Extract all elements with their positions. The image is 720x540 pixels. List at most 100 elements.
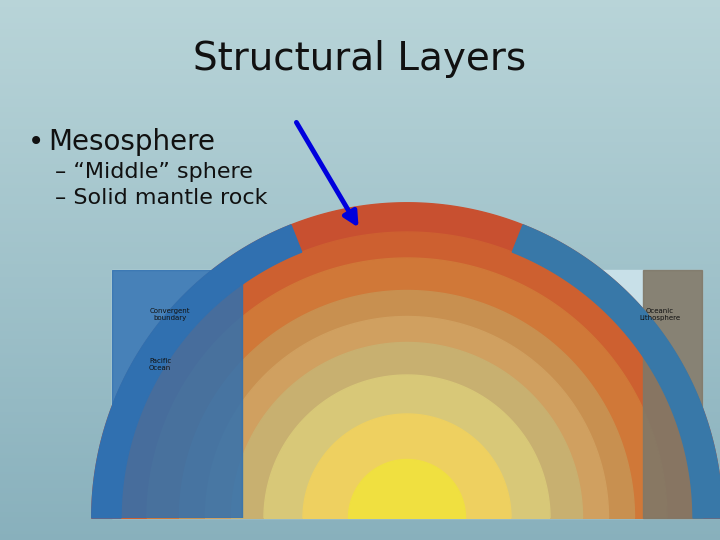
Bar — [0, 292, 720, 294]
Bar — [0, 313, 720, 316]
Bar — [0, 59, 720, 62]
Bar — [0, 170, 720, 173]
Bar — [0, 70, 720, 73]
Bar — [0, 402, 720, 405]
Bar — [0, 81, 720, 84]
Bar — [0, 491, 720, 494]
Bar — [0, 49, 720, 51]
Bar — [0, 456, 720, 459]
Polygon shape — [303, 414, 511, 518]
Bar — [0, 162, 720, 165]
Bar — [0, 497, 720, 500]
Bar — [0, 521, 720, 524]
Bar — [0, 400, 720, 402]
Bar — [0, 22, 720, 24]
Bar — [0, 394, 720, 397]
Bar — [0, 240, 720, 243]
Bar — [0, 383, 720, 386]
Bar — [0, 335, 720, 338]
Polygon shape — [91, 202, 720, 518]
Bar — [0, 518, 720, 521]
Bar — [0, 197, 720, 200]
Polygon shape — [264, 375, 550, 518]
Bar — [0, 146, 720, 148]
Bar — [0, 481, 720, 483]
Bar — [0, 27, 720, 30]
Bar — [0, 454, 720, 456]
Polygon shape — [91, 225, 302, 518]
Bar — [0, 486, 720, 489]
Bar — [0, 154, 720, 157]
Bar — [0, 308, 720, 310]
Bar — [0, 362, 720, 364]
Bar — [0, 413, 720, 416]
Bar — [0, 281, 720, 284]
Text: Pacific
Ocean: Pacific Ocean — [149, 358, 171, 371]
Bar — [0, 230, 720, 232]
Bar — [0, 208, 720, 211]
Bar — [0, 273, 720, 275]
Bar — [0, 462, 720, 464]
Bar — [0, 397, 720, 400]
Bar — [0, 200, 720, 202]
Bar — [0, 173, 720, 176]
Bar — [0, 284, 720, 286]
Bar — [0, 46, 720, 49]
Bar — [0, 378, 720, 381]
Bar — [0, 529, 720, 532]
Bar — [0, 386, 720, 389]
Bar — [0, 184, 720, 186]
Text: Oceanic
Lithosphere: Oceanic Lithosphere — [639, 308, 680, 321]
Bar — [0, 451, 720, 454]
Bar — [0, 68, 720, 70]
Bar — [0, 364, 720, 367]
Bar — [0, 343, 720, 346]
Bar — [0, 254, 720, 256]
Bar — [0, 524, 720, 526]
Bar — [112, 270, 242, 518]
Bar — [0, 176, 720, 178]
Bar — [0, 354, 720, 356]
Bar — [0, 505, 720, 508]
Polygon shape — [179, 291, 634, 518]
Text: Convergent
boundary: Convergent boundary — [150, 308, 190, 321]
Bar — [0, 327, 720, 329]
Bar — [0, 410, 720, 413]
Bar — [0, 275, 720, 278]
Bar — [0, 526, 720, 529]
Bar — [0, 405, 720, 408]
Bar — [0, 437, 720, 440]
Bar — [0, 138, 720, 140]
Bar — [0, 84, 720, 86]
Bar — [0, 259, 720, 262]
Bar — [0, 448, 720, 451]
Text: – Solid mantle rock: – Solid mantle rock — [55, 188, 268, 208]
Bar — [0, 459, 720, 462]
Bar — [0, 213, 720, 216]
Bar — [0, 100, 720, 103]
Bar — [0, 248, 720, 251]
Bar — [0, 76, 720, 78]
Bar — [0, 381, 720, 383]
Bar — [0, 238, 720, 240]
Bar — [0, 221, 720, 224]
Bar — [0, 348, 720, 351]
Polygon shape — [513, 225, 720, 518]
Bar — [0, 467, 720, 470]
Bar — [0, 537, 720, 540]
Text: – “Middle” sphere: – “Middle” sphere — [55, 162, 253, 182]
Bar — [0, 211, 720, 213]
Bar — [0, 73, 720, 76]
Bar — [0, 408, 720, 410]
Bar — [0, 124, 720, 127]
Bar — [0, 375, 720, 378]
Bar — [643, 270, 702, 518]
Bar — [0, 267, 720, 270]
Bar — [0, 24, 720, 27]
Bar — [0, 94, 720, 97]
Bar — [112, 270, 702, 518]
Bar — [0, 470, 720, 472]
Bar — [0, 3, 720, 5]
Bar — [0, 316, 720, 319]
Bar — [0, 389, 720, 392]
